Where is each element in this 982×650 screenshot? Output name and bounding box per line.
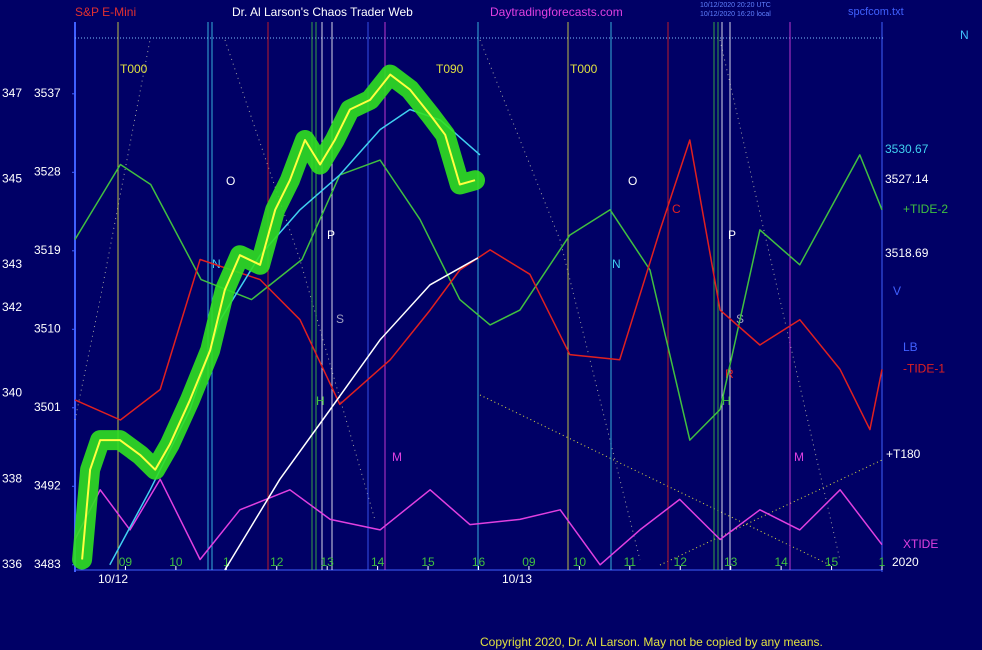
y-tick-label: 3492 (34, 478, 61, 492)
annotation: O (628, 174, 637, 188)
y-tick-label: 3483 (34, 557, 61, 571)
series-label: +TIDE-2 (903, 202, 948, 216)
x-tick-label: 13 (321, 555, 335, 569)
diagonal-dotted-line (659, 459, 883, 566)
series-label: XTIDE (903, 537, 938, 551)
annotation: R (725, 367, 734, 381)
header-site: Daytradingforecasts.com (490, 5, 623, 19)
x-tick-label: 13 (724, 555, 738, 569)
price-label: 3530.67 (885, 142, 929, 156)
file-label: spcfcom.txt (848, 6, 904, 18)
x-tick-label: 10 (169, 555, 183, 569)
header-title: Dr. Al Larson's Chaos Trader Web (232, 5, 413, 19)
x-tick-label: 15 (825, 555, 839, 569)
header-symbol: S&P E-Mini (75, 5, 136, 19)
timestamp: 10/12/2020 16:20 local (700, 11, 771, 18)
series-label: -TIDE-1 (903, 362, 945, 376)
y-tick-label: 3501 (34, 400, 61, 414)
x-tick-label: 11 (624, 555, 637, 569)
annotation: M (794, 450, 804, 464)
annotation: C (672, 202, 681, 216)
y2-tick-label: 342 (2, 300, 22, 314)
annotation: H (722, 394, 731, 408)
x-tick-label: 14 (371, 555, 385, 569)
y-tick-label: 3537 (34, 86, 61, 100)
x-tick-label: 16 (472, 555, 486, 569)
x-tick-label: 15 (421, 555, 435, 569)
annotation: P (327, 228, 335, 242)
x-tick-label: 09 (119, 555, 133, 569)
diagonal-dotted-line (479, 394, 831, 566)
y-tick-label: 3510 (34, 321, 61, 335)
annotation: T090 (436, 62, 464, 76)
y2-tick-label: 338 (2, 471, 22, 485)
y2-tick-label: 336 (2, 557, 22, 571)
dotted-curve (479, 39, 641, 561)
annotation: M (392, 450, 402, 464)
annotation: V (893, 284, 901, 298)
annotation: LB (903, 340, 918, 354)
x-tick-label: 10 (573, 555, 587, 569)
x-tick-label: 12 (270, 555, 284, 569)
timestamp: 10/12/2020 20:20 UTC (700, 2, 771, 9)
x-tick-label: 1 (879, 555, 886, 569)
x-tick-label: 1 (223, 555, 230, 569)
annotation: T000 (570, 62, 598, 76)
x-tick-label: 09 (522, 555, 536, 569)
series-line (74, 478, 883, 566)
annotation: O (226, 174, 235, 188)
annotation: 10/12 (98, 572, 128, 586)
y2-tick-label: 340 (2, 386, 22, 400)
annotation: H (316, 394, 325, 408)
x-tick-label: 14 (774, 555, 788, 569)
y-tick-label: 3519 (34, 243, 61, 257)
y2-tick-label: 343 (2, 257, 22, 271)
annotation: N (612, 257, 621, 271)
annotation: +T180 (886, 447, 921, 461)
series-line (224, 257, 479, 571)
annotation: T000 (120, 62, 148, 76)
price-label: 3527.14 (885, 172, 929, 186)
annotation: 2020 (892, 555, 919, 569)
price-label: 3518.69 (885, 246, 929, 260)
corner-label: N (960, 28, 969, 42)
copyright: Copyright 2020, Dr. Al Larson. May not b… (480, 635, 823, 649)
y-tick-label: 3528 (34, 164, 61, 178)
series-line (81, 73, 476, 560)
annotation: P (728, 228, 736, 242)
annotation: 10/13 (502, 572, 532, 586)
x-tick-label: 12 (674, 555, 688, 569)
y2-tick-label: 347 (2, 86, 22, 100)
y2-tick-label: 345 (2, 172, 22, 186)
annotation: S (336, 312, 344, 326)
